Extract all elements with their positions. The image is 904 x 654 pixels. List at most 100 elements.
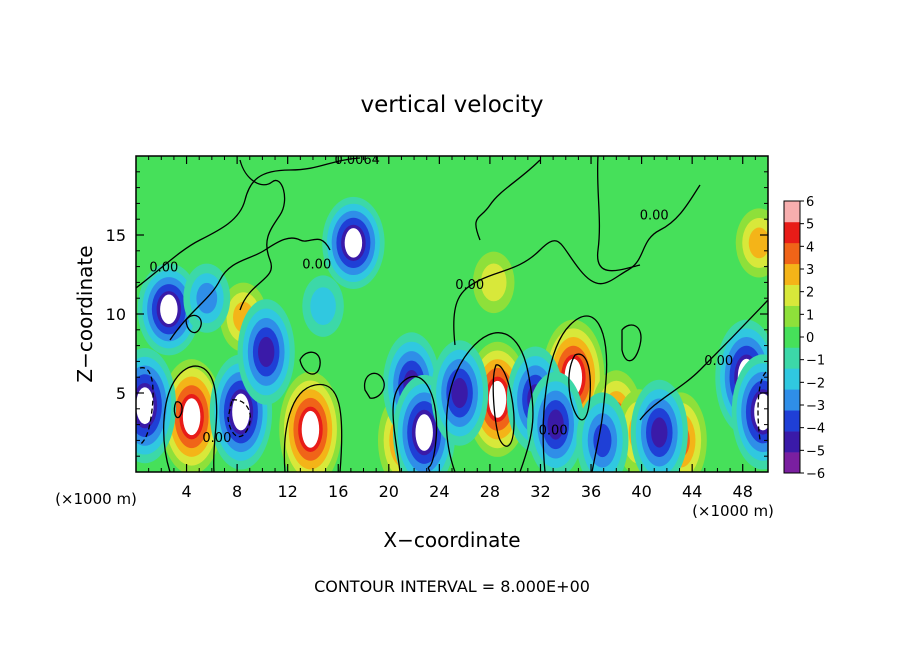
zero-contour-line [475, 159, 541, 241]
colorbar-segment [784, 284, 800, 306]
x-tick-label: 16 [328, 482, 348, 501]
field-level [310, 287, 336, 326]
contour-label: 0.00 [302, 257, 331, 272]
y-axis-title: Z−coordinate [73, 245, 97, 382]
x-tick-label: 36 [581, 482, 601, 501]
downdraft-cell [137, 263, 201, 356]
y-tick-label: 10 [106, 305, 126, 324]
zero-contour-line [596, 156, 641, 272]
colorbar-segment [784, 221, 800, 244]
zero-contour-line [639, 299, 768, 421]
field-level [480, 263, 507, 302]
zero-contour-line [239, 159, 286, 311]
saturated-core [136, 387, 154, 425]
x-tick-label: 40 [631, 482, 651, 501]
saturated-core [344, 228, 363, 258]
updraft-cell [735, 208, 768, 278]
colorbar-tick-label: −6 [806, 467, 825, 482]
x-axis: 4 8 12 16 20 24 28 32 36 40 44 48 [148, 156, 756, 501]
field-level [547, 409, 564, 440]
zero-contour-line [299, 351, 321, 375]
colorbar-segment [784, 452, 800, 474]
chart-title: vertical velocity [361, 92, 544, 118]
x-tick-label: 20 [379, 482, 399, 501]
contour-interval-note: CONTOUR INTERVAL = 8.000E+00 [314, 577, 590, 596]
saturated-core [182, 398, 201, 436]
y-tick-label: 15 [106, 226, 126, 245]
x-tick-label: 4 [181, 482, 191, 501]
downdraft-cell [630, 379, 688, 472]
colorbar: 6 5 4 3 2 1 0 −1 −2 −3 −4 −5 −6 [783, 195, 825, 482]
downdraft-cell [576, 392, 629, 472]
y-axis: 5 10 15 [106, 171, 768, 457]
zero-contour-line [453, 184, 701, 346]
saturated-core [160, 294, 178, 325]
negative-contour-line [227, 399, 251, 438]
negative-contour-line [139, 367, 154, 446]
downdraft-cell [322, 196, 385, 289]
saturated-core [415, 414, 433, 451]
colorbar-tick-label: −2 [806, 376, 825, 391]
contour-label: 0.00 [640, 208, 669, 223]
contour-label: 0.00 [202, 431, 231, 446]
field-level [651, 417, 668, 448]
colorbar-segment [784, 326, 800, 348]
colorbar-segment [784, 305, 800, 327]
colorbar-segment [784, 242, 800, 265]
colorbar-tick-label: 2 [806, 286, 814, 301]
zero-contour-line [136, 157, 361, 289]
x-axis-unit-label: (×1000 m) [55, 490, 137, 508]
zero-contour-line [446, 332, 534, 472]
contour-label: 0.0064 [334, 153, 380, 168]
saturated-core [488, 380, 507, 418]
x-tick-label: 48 [733, 482, 753, 501]
colorbar-tick-label: 3 [806, 263, 814, 278]
zero-contour-line [363, 372, 385, 399]
zero-contour-line [163, 365, 218, 472]
x-tick-label: 28 [480, 482, 500, 501]
saturated-core [754, 393, 768, 431]
colorbar-segment [784, 263, 800, 285]
field-level [593, 423, 612, 458]
colorbar-tick-label: 4 [806, 240, 814, 255]
zero-contour-line [283, 383, 343, 472]
colorbar-segment [784, 347, 800, 369]
colorbar-tick-label: 5 [806, 218, 814, 233]
colorbar-segment [784, 368, 800, 390]
colorbar-tick-label: −4 [806, 422, 825, 437]
saturated-core [301, 410, 320, 448]
updraft-cell [279, 371, 342, 472]
x-tick-label: 12 [278, 482, 298, 501]
colorbar-tick-label: 1 [806, 308, 814, 323]
downdraft-cell [302, 275, 344, 337]
zero-contour-line [621, 324, 642, 362]
colorbar-tick-label: −5 [806, 444, 825, 459]
colorbar-tick-label: 0 [806, 331, 814, 346]
zero-contour-line [185, 314, 202, 334]
zero-contour-line [169, 237, 331, 341]
y-tick-label: 5 [116, 384, 126, 403]
contour-label: 0.00 [704, 354, 733, 369]
zero-contour-line [392, 375, 438, 472]
contour-label: 0.00 [149, 261, 178, 276]
field-level [451, 377, 468, 409]
colorbar-segment [784, 410, 800, 432]
negative-contour-line [757, 371, 767, 441]
contour-label: 0.00 [539, 423, 568, 438]
x-axis-unit-label-right: (×1000 m) [692, 502, 774, 520]
x-tick-label: 24 [429, 482, 449, 501]
zero-contour-line [542, 315, 608, 472]
inner-contour-line [568, 353, 591, 421]
colorbar-tick-label: 6 [806, 195, 814, 210]
x-tick-label: 32 [530, 482, 550, 501]
contour-label: 0.00 [455, 278, 484, 293]
field-level [258, 336, 275, 368]
plot-area: 0.00 0.00 0.00 0.00 0.00 0.00 0.00 0.0064 [136, 153, 768, 472]
updraft-cell [160, 359, 223, 472]
colorbar-tick-label: −1 [806, 354, 825, 369]
colorbar-segment [784, 201, 800, 223]
field-level [748, 227, 768, 259]
x-axis-title: X−coordinate [383, 528, 520, 552]
colorbar-segment [784, 389, 800, 411]
